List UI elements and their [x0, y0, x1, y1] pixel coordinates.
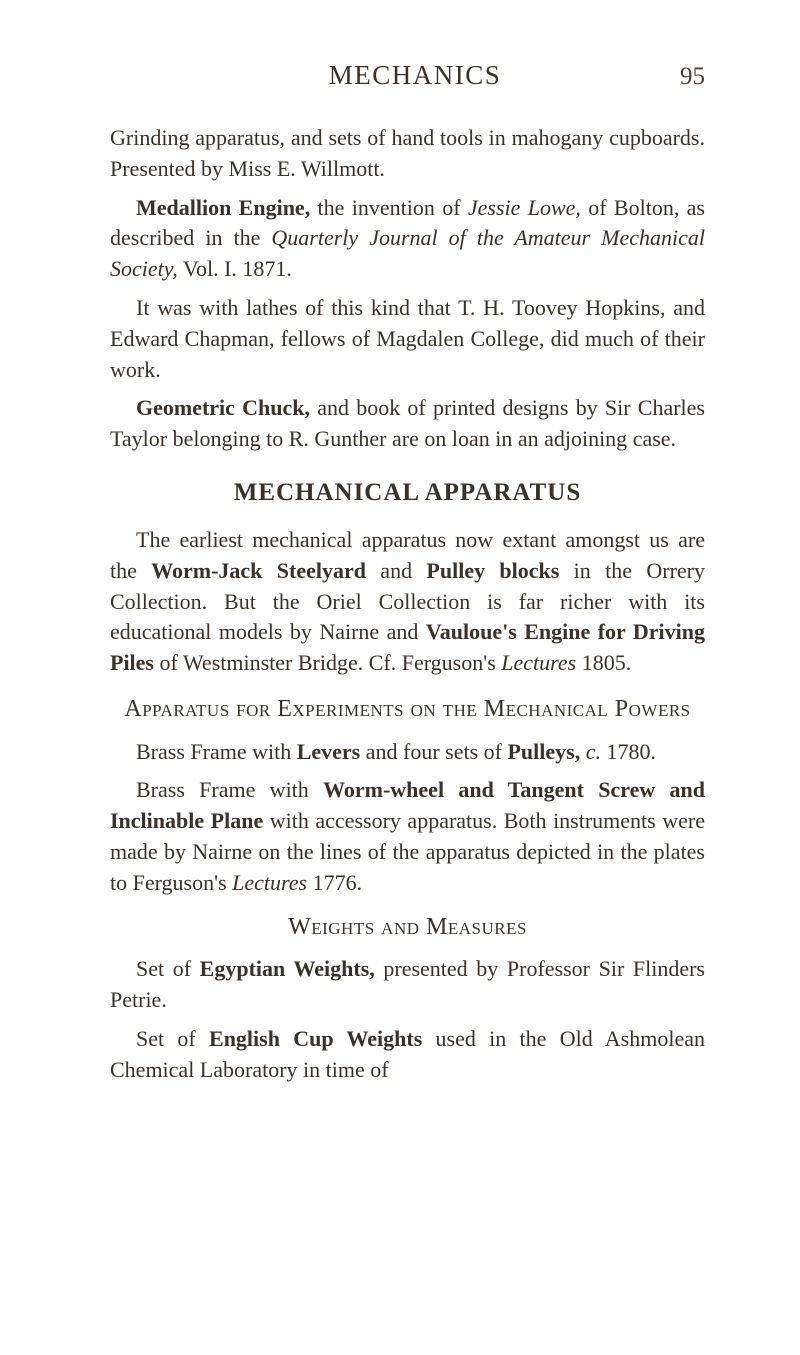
text: Brass Frame with — [136, 739, 297, 764]
text: Brass Frame with — [136, 777, 323, 802]
header-title: MECHANICS — [150, 60, 680, 91]
text: Vol. I. 1871. — [178, 256, 292, 281]
small-caps-text: Apparatus for Experiments on the Mechani… — [124, 696, 690, 722]
paragraph-1: Grinding apparatus, and sets of hand too… — [110, 123, 705, 185]
italic-term: c. — [586, 739, 601, 764]
paragraph-5: The earliest mechanical apparatus now ex… — [110, 525, 705, 679]
paragraph-4: Geometric Chuck, and book of printed des… — [110, 393, 705, 455]
paragraph-7: Brass Frame with Worm-wheel and Tangent … — [110, 775, 705, 898]
italic-term: Lectures — [501, 650, 576, 675]
bold-term: Pulley blocks — [426, 558, 559, 583]
bold-term: Medallion Engine, — [136, 195, 310, 220]
paragraph-8: Set of Egyptian Weights, presented by Pr… — [110, 954, 705, 1016]
text: 1780. — [601, 739, 656, 764]
text: and four sets of — [360, 739, 507, 764]
text: and — [366, 558, 426, 583]
italic-term: Jessie Lowe, — [468, 195, 581, 220]
page-header: MECHANICS 95 — [110, 60, 705, 91]
bold-term: Geometric Chuck, — [136, 395, 310, 420]
text: 1776. — [307, 870, 362, 895]
bold-term: Egyptian Weights, — [200, 956, 375, 981]
paragraph-6: Brass Frame with Levers and four sets of… — [110, 737, 705, 768]
paragraph-2: Medallion Engine, the invention of Jessi… — [110, 193, 705, 285]
text: of Westminster Bridge. Cf. Ferguson's — [154, 650, 501, 675]
bold-term: Pulleys, — [507, 739, 580, 764]
small-caps-text: Weights and Measures — [288, 914, 527, 940]
text: Grinding apparatus, and sets of hand too… — [110, 125, 705, 181]
page-number: 95 — [680, 63, 705, 91]
text: Set of — [136, 1026, 209, 1051]
sub-heading-1: Apparatus for Experiments on the Mechani… — [110, 693, 705, 727]
bold-term: Levers — [297, 739, 361, 764]
sub-heading-2: Weights and Measures — [110, 911, 705, 945]
text: Set of — [136, 956, 200, 981]
section-heading: MECHANICAL APPARATUS — [110, 479, 705, 507]
bold-term: Worm-Jack Steelyard — [151, 558, 366, 583]
text: It was with lathes of this kind that T. … — [110, 295, 705, 382]
text: the invention of — [310, 195, 468, 220]
bold-term: English Cup Weights — [209, 1026, 422, 1051]
paragraph-9: Set of English Cup Weights used in the O… — [110, 1024, 705, 1086]
paragraph-3: It was with lathes of this kind that T. … — [110, 293, 705, 385]
text: 1805. — [576, 650, 631, 675]
italic-term: Lectures — [232, 870, 307, 895]
